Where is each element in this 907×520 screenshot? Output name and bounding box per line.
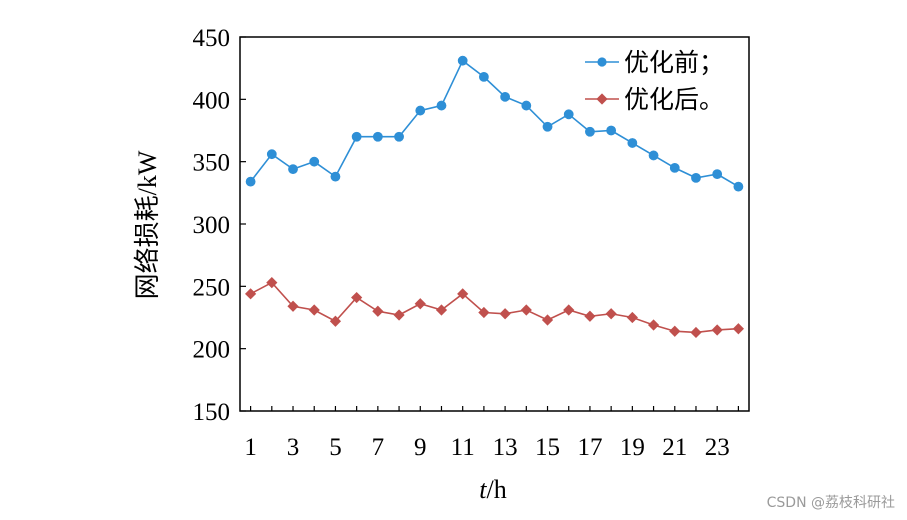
data-point-marker — [478, 306, 490, 319]
data-point-marker — [627, 138, 638, 148]
data-point-marker — [733, 181, 744, 192]
data-point-marker — [457, 288, 469, 300]
data-point-marker — [563, 304, 575, 316]
x-tick-label: 23 — [705, 434, 730, 461]
data-point-marker — [351, 131, 362, 142]
watermark: CSDN @荔枝科研社 — [766, 495, 895, 511]
legend-marker — [597, 57, 607, 67]
data-point-marker — [585, 126, 595, 137]
data-point-marker — [542, 121, 553, 132]
y-tick-label: 300 — [193, 212, 231, 239]
data-point-marker — [351, 291, 363, 304]
data-point-marker — [266, 276, 278, 289]
data-point-marker — [266, 149, 277, 160]
data-point-marker — [435, 304, 448, 316]
data-point-marker — [372, 131, 383, 142]
legend-label: 优化前； — [624, 48, 724, 77]
series-line-1 — [249, 59, 739, 188]
data-point-marker — [245, 176, 256, 187]
data-point-marker — [606, 125, 617, 136]
data-point-marker — [521, 100, 532, 111]
y-tick-label: 400 — [193, 87, 231, 114]
x-tick-label: 7 — [372, 434, 385, 461]
data-point-marker — [691, 172, 701, 183]
data-point-marker — [541, 314, 554, 326]
y-tick-label: 350 — [193, 150, 231, 177]
x-tick-label: 17 — [577, 434, 602, 461]
x-axis-label-unit: /h — [487, 475, 507, 504]
y-tick-label: 150 — [193, 399, 231, 426]
x-tick-label: 21 — [662, 434, 687, 461]
x-tick-label: 15 — [535, 434, 560, 461]
x-tick-label: 19 — [620, 434, 645, 461]
data-point-marker — [329, 315, 342, 327]
data-point-marker — [245, 288, 257, 300]
x-tick-label: 5 — [329, 434, 342, 461]
y-axis: 150 200 250 300 350 400 450 — [193, 25, 246, 426]
data-point-marker — [669, 325, 681, 337]
data-point-marker — [394, 131, 404, 142]
data-point-marker — [711, 324, 723, 336]
data-point-marker — [690, 326, 702, 339]
y-tick-label: 200 — [193, 337, 231, 364]
legend-label: 优化后。 — [624, 85, 724, 114]
y-axis-label: 网络损耗/kW — [133, 150, 162, 299]
y-tick-label: 450 — [193, 25, 231, 52]
x-axis-label: t/h — [479, 475, 506, 504]
data-point-marker — [478, 71, 489, 82]
data-point-marker — [457, 55, 468, 66]
legend-marker — [596, 93, 608, 105]
x-axis-label-variable: t — [479, 475, 487, 504]
data-point-marker — [563, 109, 574, 120]
series-layer — [245, 55, 744, 339]
data-point-marker — [520, 304, 532, 316]
data-point-marker — [584, 310, 596, 322]
series-line-2 — [250, 281, 739, 334]
data-point-marker — [414, 298, 426, 310]
data-point-marker — [499, 308, 511, 320]
data-point-marker — [647, 319, 660, 331]
data-point-marker — [309, 156, 320, 167]
data-point-marker — [500, 91, 511, 102]
x-axis: 1 3 5 7 9 11 13 15 17 19 21 23 — [244, 406, 739, 461]
data-point-marker — [372, 305, 384, 317]
data-point-marker — [330, 171, 341, 182]
data-point-marker — [436, 100, 447, 111]
data-point-marker — [605, 308, 617, 320]
x-tick-label: 9 — [414, 434, 427, 461]
x-tick-label: 13 — [493, 434, 518, 461]
data-point-marker — [648, 150, 659, 161]
data-point-marker — [287, 300, 299, 312]
data-point-marker — [393, 309, 405, 321]
data-point-marker — [732, 323, 744, 335]
data-point-marker — [712, 169, 723, 180]
data-point-marker — [415, 105, 426, 116]
y-tick-label: 250 — [193, 274, 231, 301]
x-tick-label: 1 — [244, 434, 257, 461]
data-point-marker — [308, 304, 320, 316]
data-point-marker — [626, 311, 638, 324]
x-tick-label: 11 — [451, 434, 475, 461]
x-tick-label: 3 — [287, 434, 300, 461]
data-point-marker — [288, 164, 298, 175]
legend: 优化前； 优化后。 — [585, 48, 724, 114]
data-point-marker — [669, 162, 680, 173]
